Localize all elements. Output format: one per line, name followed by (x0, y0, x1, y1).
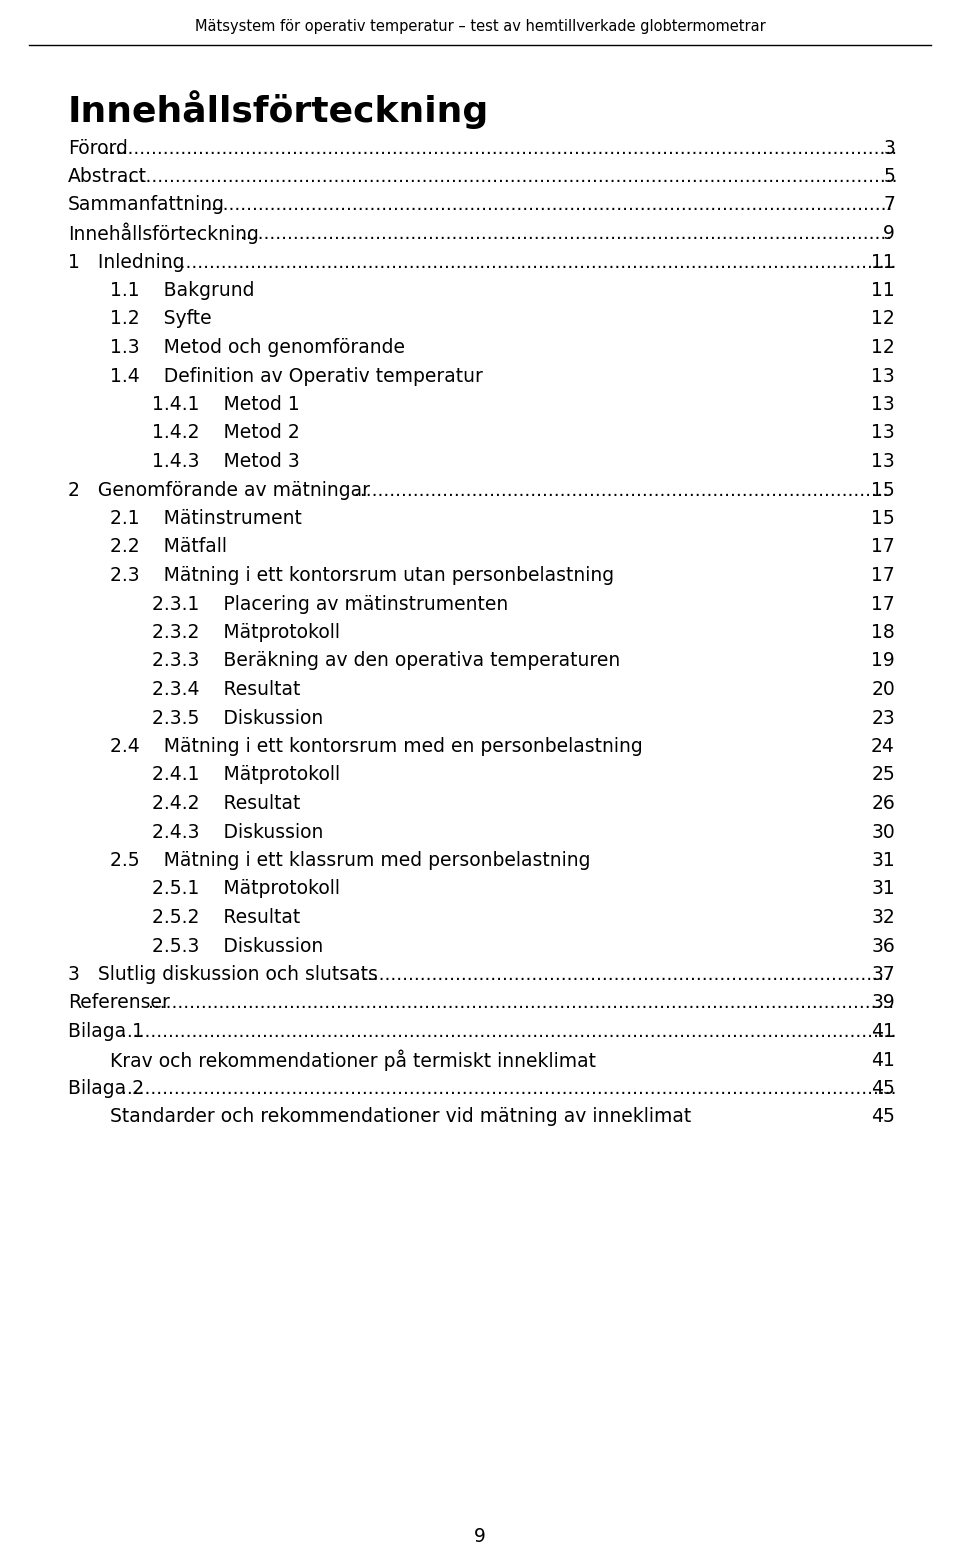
Text: ................................................................................: ........................................… (361, 965, 890, 984)
Text: ................................................................................: ........................................… (149, 993, 895, 1012)
Text: 26: 26 (872, 794, 895, 813)
Text: Abstract: Abstract (68, 168, 147, 186)
Text: 13: 13 (872, 367, 895, 385)
Text: 9: 9 (883, 224, 895, 243)
Text: 2   Genomförande av mätningar: 2 Genomförande av mätningar (68, 481, 370, 500)
Text: Krav och rekommendationer på termiskt inneklimat: Krav och rekommendationer på termiskt in… (110, 1050, 596, 1070)
Text: 12: 12 (872, 338, 895, 357)
Text: 41: 41 (871, 1022, 895, 1040)
Text: 20: 20 (872, 680, 895, 699)
Text: 2.4.1    Mätprotokoll: 2.4.1 Mätprotokoll (152, 766, 340, 785)
Text: 13: 13 (872, 395, 895, 414)
Text: 2.5.2    Resultat: 2.5.2 Resultat (152, 907, 300, 928)
Text: Bilaga 1: Bilaga 1 (68, 1022, 144, 1040)
Text: Bilaga 2: Bilaga 2 (68, 1080, 144, 1098)
Text: Mätsystem för operativ temperatur – test av hemtillverkade globtermometrar: Mätsystem för operativ temperatur – test… (195, 19, 765, 33)
Text: 23: 23 (872, 708, 895, 727)
Text: ................................................................................: ........................................… (354, 481, 889, 500)
Text: 1.4.2    Metod 2: 1.4.2 Metod 2 (152, 423, 300, 442)
Text: 2.5.3    Diskussion: 2.5.3 Diskussion (152, 937, 324, 956)
Text: 1.3    Metod och genomförande: 1.3 Metod och genomförande (110, 338, 405, 357)
Text: ................................................................................: ........................................… (122, 168, 898, 186)
Text: 45: 45 (871, 1108, 895, 1127)
Text: ................................................................................: ........................................… (104, 138, 897, 158)
Text: 2.4    Mätning i ett kontorsrum med en personbelastning: 2.4 Mätning i ett kontorsrum med en pers… (110, 736, 643, 755)
Text: ................................................................................: ........................................… (161, 252, 896, 271)
Text: 15: 15 (872, 481, 895, 500)
Text: 32: 32 (872, 907, 895, 928)
Text: 1.4.1    Metod 1: 1.4.1 Metod 1 (152, 395, 300, 414)
Text: ................................................................................: ........................................… (121, 1022, 897, 1040)
Text: 45: 45 (871, 1080, 895, 1098)
Text: 17: 17 (872, 566, 895, 584)
Text: Innehållsförteckning: Innehållsförteckning (68, 223, 259, 244)
Text: 13: 13 (872, 451, 895, 472)
Text: 11: 11 (872, 280, 895, 299)
Text: 2.4.2    Resultat: 2.4.2 Resultat (152, 794, 300, 813)
Text: 12: 12 (872, 310, 895, 329)
Text: ................................................................................: ........................................… (240, 224, 892, 243)
Text: 3   Slutlig diskussion och slutsats: 3 Slutlig diskussion och slutsats (68, 965, 378, 984)
Text: 30: 30 (872, 823, 895, 841)
Text: 2.2    Mätfall: 2.2 Mätfall (110, 537, 227, 556)
Text: 2.4.3    Diskussion: 2.4.3 Diskussion (152, 823, 324, 841)
Text: 1.4.3    Metod 3: 1.4.3 Metod 3 (152, 451, 300, 472)
Text: 7: 7 (883, 196, 895, 215)
Text: 18: 18 (872, 624, 895, 642)
Text: Innehållsförteckning: Innehållsförteckning (68, 89, 490, 128)
Text: 2.3.4    Resultat: 2.3.4 Resultat (152, 680, 300, 699)
Text: 2.5    Mätning i ett klassrum med personbelastning: 2.5 Mätning i ett klassrum med personbel… (110, 851, 590, 870)
Text: Sammanfattning: Sammanfattning (68, 196, 225, 215)
Text: Referenser: Referenser (68, 993, 170, 1012)
Text: 37: 37 (872, 965, 895, 984)
Text: ................................................................................: ........................................… (121, 1080, 897, 1098)
Text: Förord: Förord (68, 138, 128, 158)
Text: 36: 36 (872, 937, 895, 956)
Text: 15: 15 (872, 509, 895, 528)
Text: 1.4    Definition av Operativ temperatur: 1.4 Definition av Operativ temperatur (110, 367, 483, 385)
Text: 1   Inledning: 1 Inledning (68, 252, 184, 271)
Text: 19: 19 (872, 652, 895, 671)
Text: 24: 24 (871, 736, 895, 755)
Text: 31: 31 (872, 851, 895, 870)
Text: ................................................................................: ........................................… (205, 196, 893, 215)
Text: 17: 17 (872, 537, 895, 556)
Text: 2.3.3    Beräkning av den operativa temperaturen: 2.3.3 Beräkning av den operativa tempera… (152, 652, 620, 671)
Text: 2.3    Mätning i ett kontorsrum utan personbelastning: 2.3 Mätning i ett kontorsrum utan person… (110, 566, 614, 584)
Text: 17: 17 (872, 594, 895, 614)
Text: 39: 39 (872, 993, 895, 1012)
Text: 9: 9 (474, 1528, 486, 1547)
Text: Standarder och rekommendationer vid mätning av inneklimat: Standarder och rekommendationer vid mätn… (110, 1108, 691, 1127)
Text: 2.3.5    Diskussion: 2.3.5 Diskussion (152, 708, 324, 727)
Text: 5: 5 (883, 168, 895, 186)
Text: 2.3.2    Mätprotokoll: 2.3.2 Mätprotokoll (152, 624, 340, 642)
Text: 13: 13 (872, 423, 895, 442)
Text: 3: 3 (883, 138, 895, 158)
Text: 41: 41 (871, 1050, 895, 1070)
Text: 2.3.1    Placering av mätinstrumenten: 2.3.1 Placering av mätinstrumenten (152, 594, 508, 614)
Text: 2.5.1    Mätprotokoll: 2.5.1 Mätprotokoll (152, 879, 340, 898)
Text: 31: 31 (872, 879, 895, 898)
Text: 1.2    Syfte: 1.2 Syfte (110, 310, 211, 329)
Text: 2.1    Mätinstrument: 2.1 Mätinstrument (110, 509, 301, 528)
Text: 25: 25 (872, 766, 895, 785)
Text: 11: 11 (872, 252, 895, 271)
Text: 1.1    Bakgrund: 1.1 Bakgrund (110, 280, 254, 299)
